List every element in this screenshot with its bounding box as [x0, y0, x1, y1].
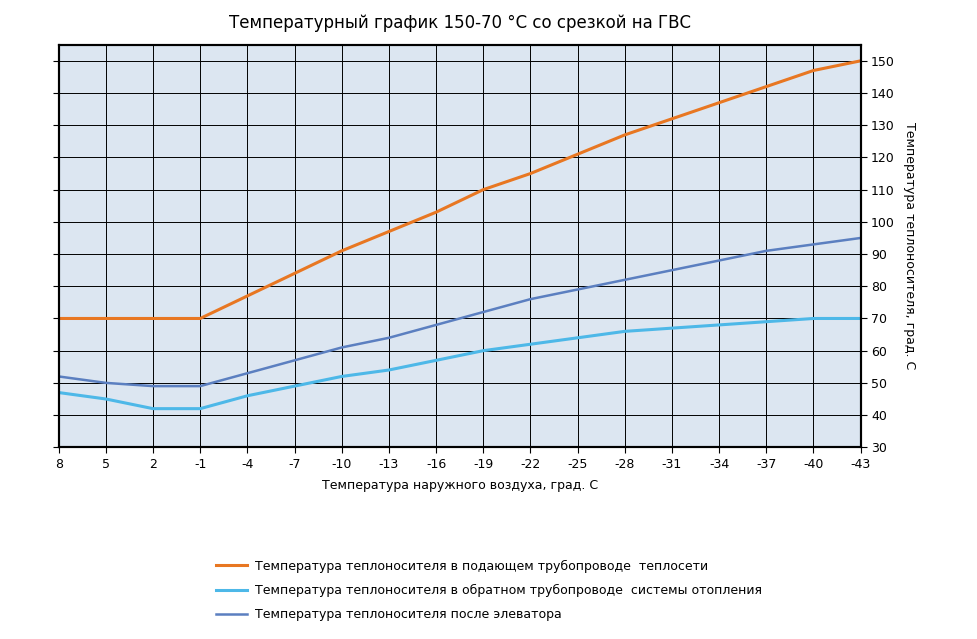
Y-axis label: Температура теплоносителя, град. C: Температура теплоносителя, град. C	[903, 123, 915, 369]
X-axis label: Температура наружного воздуха, град. C: Температура наружного воздуха, град. C	[321, 479, 597, 492]
Title: Температурный график 150-70 °C со срезкой на ГВС: Температурный график 150-70 °C со срезко…	[229, 14, 690, 32]
Legend: Температура теплоносителя в подающем трубопроводе  теплосети, Температура теплон: Температура теплоносителя в подающем тру…	[211, 555, 766, 626]
